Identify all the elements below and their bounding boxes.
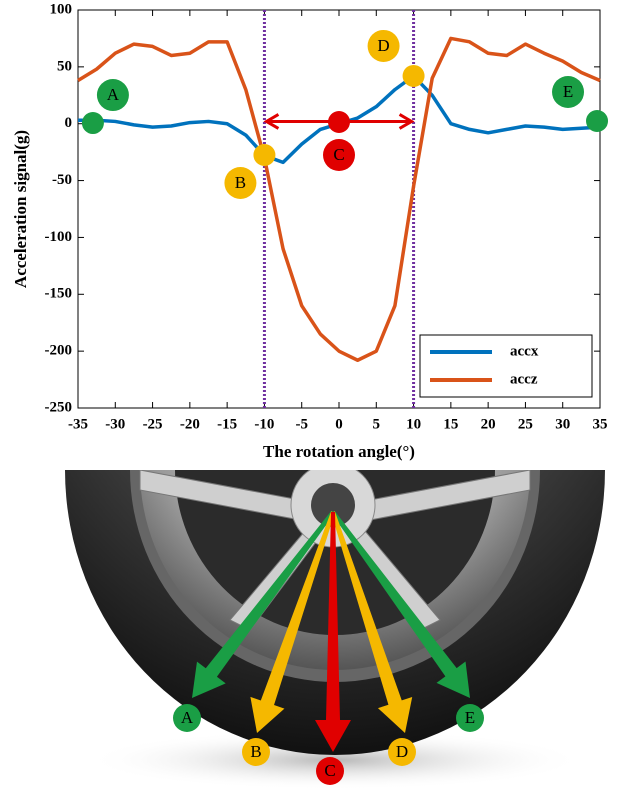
x-tick-label: -25 (143, 416, 163, 432)
arrow-head (398, 113, 415, 130)
annotation-badge (552, 75, 585, 108)
y-tick-label: -200 (45, 343, 73, 359)
annotation-badge (96, 79, 129, 112)
annotation-label: C (333, 145, 344, 164)
annotation-label: B (235, 173, 246, 192)
wheel-label: D (396, 742, 408, 761)
annotation-point (253, 143, 276, 166)
x-tick-label: 35 (593, 416, 608, 432)
wheel-arrow (250, 511, 335, 733)
y-tick-label: 0 (65, 115, 73, 131)
wheel-arrow (331, 511, 413, 733)
annotation-point (81, 112, 104, 135)
wheel-label: B (250, 742, 261, 761)
x-tick-label: -15 (217, 416, 237, 432)
x-tick-label: 25 (518, 416, 533, 432)
x-tick-label: -30 (105, 416, 125, 432)
wheel-badge (242, 738, 270, 766)
x-tick-label: 15 (443, 416, 458, 432)
wheel-label: C (324, 761, 335, 780)
x-tick-label: 20 (481, 416, 496, 432)
x-tick-label: -20 (180, 416, 200, 432)
annotation-label: A (107, 85, 120, 104)
x-tick-label: -10 (254, 416, 274, 432)
plot-frame (77, 9, 601, 409)
y-tick-label: -150 (45, 286, 73, 302)
annotation-label: E (563, 82, 573, 101)
annotation-badge (224, 166, 257, 199)
y-tick-label: 50 (57, 58, 72, 74)
arrow-head (263, 113, 280, 130)
x-tick-label: 0 (335, 416, 343, 432)
annotation-point (402, 64, 425, 87)
annotation-label: D (377, 36, 389, 55)
y-tick-label: -250 (45, 399, 73, 415)
wheel-badge (316, 757, 344, 785)
annotation-badge (367, 29, 400, 62)
wheel-arrow (192, 510, 335, 698)
x-tick-label: 5 (373, 416, 381, 432)
series-line (77, 36, 601, 362)
y-tick-label: -50 (52, 172, 72, 188)
x-axis-title: The rotation angle(°) (263, 442, 415, 461)
wheel-badge (173, 704, 201, 732)
y-tick-label: -100 (45, 229, 73, 245)
wheel-badge (456, 704, 484, 732)
wheel-label: E (465, 708, 475, 727)
legend-label: accz (510, 371, 538, 387)
wheel-badge (388, 738, 416, 766)
x-tick-label: -5 (295, 416, 308, 432)
wheel-arrow (315, 512, 351, 752)
x-tick-label: -35 (68, 416, 88, 432)
wheel-label: A (181, 708, 194, 727)
wheel-arrows: A B C D E (173, 510, 484, 785)
y-tick-label: 100 (50, 1, 73, 17)
legend-label: accx (510, 343, 539, 359)
y-axis-title: Acceleration signal(g) (11, 130, 30, 288)
wheel-arrow (331, 510, 470, 698)
annotation-badge (323, 139, 355, 172)
legend-box (419, 334, 593, 398)
annotation-point (586, 109, 609, 132)
x-tick-label: 30 (555, 416, 570, 432)
x-tick-label: 10 (406, 416, 421, 432)
annotation-point (328, 111, 350, 134)
